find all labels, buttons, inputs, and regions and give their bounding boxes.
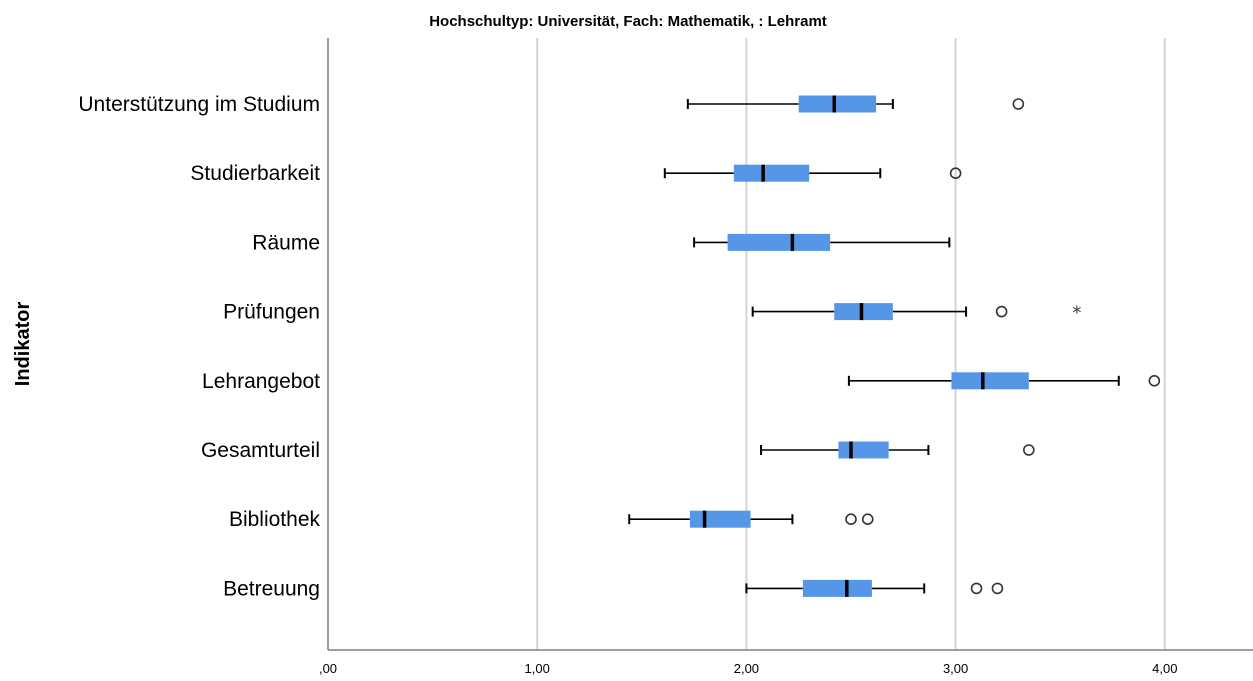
category-label-0: Unterstützung im Studium [78, 93, 320, 116]
axes [327, 38, 1253, 651]
box-1 [663, 164, 962, 182]
boxes: * [628, 95, 1161, 597]
box-5 [760, 441, 1035, 459]
extreme-3-0: * [1072, 303, 1081, 324]
box-4 [847, 372, 1161, 390]
box-7 [745, 579, 1004, 597]
outlier-5-0 [1023, 444, 1035, 456]
iqr-box-1 [733, 164, 810, 182]
x-tick-label-1: 1,00 [525, 661, 550, 676]
iqr-box-7 [802, 579, 872, 597]
outlier-3-0 [995, 305, 1008, 318]
outlier-0-0 [1012, 98, 1025, 110]
grid-lines [536, 38, 1166, 650]
chart-title: Hochschultyp: Universität, Fach: Mathema… [429, 13, 827, 30]
box-2 [693, 233, 951, 251]
category-labels: Unterstützung im Studium Studierbarkeit Rä… [78, 93, 320, 600]
outlier-4-0 [1148, 374, 1161, 387]
outlier-1-0 [949, 167, 962, 179]
category-label-2: Räume [252, 231, 320, 254]
outlier-6-1 [861, 513, 874, 526]
category-label-1: Studierbarkeit [190, 162, 320, 185]
iqr-box-2 [727, 233, 831, 251]
iqr-box-0 [798, 95, 877, 113]
iqr-box-3 [834, 303, 893, 321]
x-tick-label-4: 4,00 [1152, 661, 1177, 676]
x-tick-label-2: 2,00 [734, 661, 759, 676]
outlier-7-0 [970, 582, 983, 595]
iqr-box-6 [689, 510, 751, 528]
y-axis-title: Indikator [12, 302, 34, 387]
category-label-5: Gesamturteil [201, 439, 320, 462]
category-label-4: Lehrangebot [202, 370, 320, 393]
box-3: * [751, 303, 1081, 324]
x-tick-labels: ,00 1,00 2,00 3,00 4,00 [319, 661, 1177, 676]
category-label-3: Prüfungen [223, 301, 320, 324]
x-tick-label-3: 3,00 [943, 661, 968, 676]
category-label-6: Bibliothek [229, 508, 321, 531]
iqr-box-4 [951, 372, 1029, 390]
outlier-7-1 [991, 582, 1004, 595]
category-label-7: Betreuung [223, 577, 320, 600]
box-6 [628, 510, 874, 528]
outlier-6-0 [845, 513, 857, 526]
iqr-box-5 [838, 441, 889, 459]
box-0 [686, 95, 1025, 113]
x-tick-label-0: ,00 [319, 661, 337, 676]
